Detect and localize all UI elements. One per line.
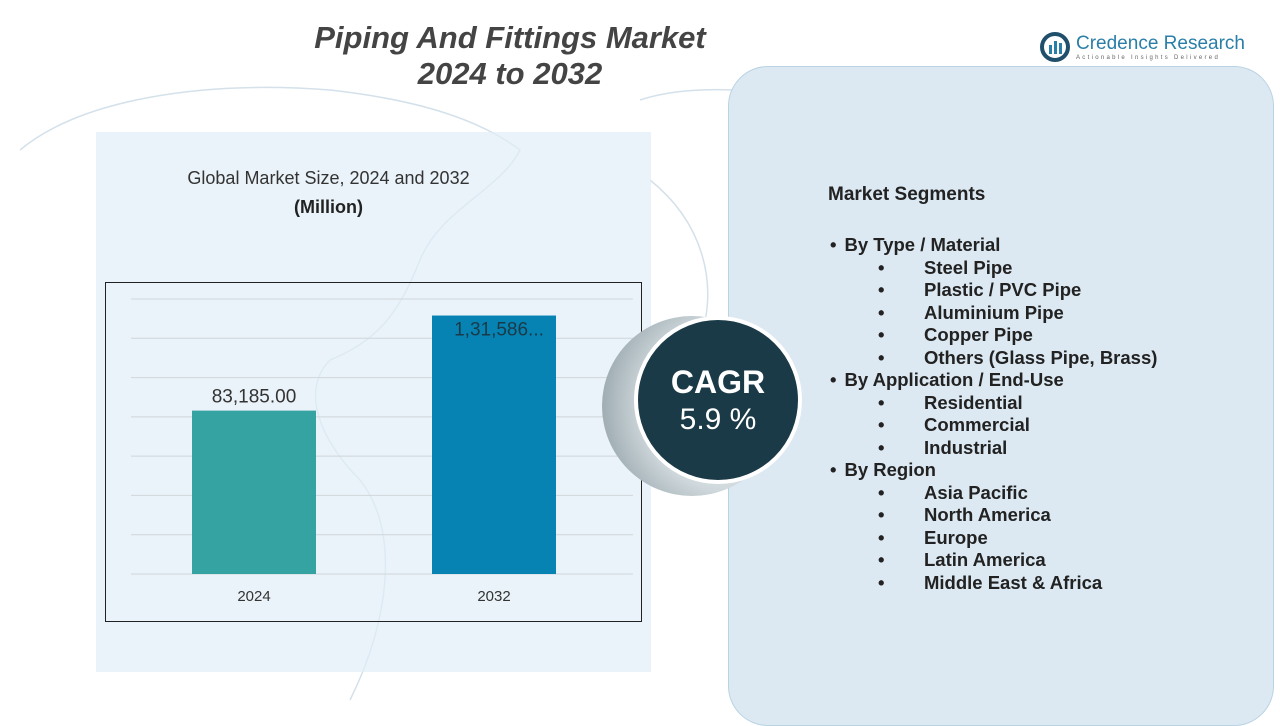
segment-item: Middle East & Africa — [830, 572, 1157, 595]
chart-panel — [96, 132, 651, 672]
logo-name: Credence Research — [1076, 33, 1245, 54]
x-tick-label: 2024 — [237, 588, 270, 605]
data-label: 1,31,586... — [454, 320, 544, 341]
title-line-2: 2024 to 2032 — [417, 56, 603, 91]
logo-icon — [1040, 32, 1070, 62]
cagr-value: 5.9 % — [679, 403, 757, 436]
segment-category: By Type / Material — [830, 234, 1157, 257]
segment-item: Others (Glass Pipe, Brass) — [830, 347, 1157, 370]
data-label: 83,185.00 — [212, 387, 297, 408]
segment-item: Aluminium Pipe — [830, 302, 1157, 325]
cagr-label: CAGR — [670, 364, 766, 400]
chart-unit: (Million) — [294, 197, 363, 217]
segment-item: Asia Pacific — [830, 482, 1157, 505]
segment-item: Plastic / PVC Pipe — [830, 279, 1157, 302]
cagr-badge: CAGR 5.9 % — [634, 316, 802, 484]
segment-category: By Application / End-Use — [830, 369, 1157, 392]
segments-title: Market Segments — [828, 184, 986, 205]
bar-chart-svg: 83,185.00 2024 1,31,586... 2032 — [131, 298, 633, 605]
segment-category: By Region — [830, 459, 1157, 482]
segments-list: By Type / MaterialSteel PipePlastic / PV… — [830, 234, 1157, 594]
segment-item: North America — [830, 504, 1157, 527]
segment-item: Latin America — [830, 549, 1157, 572]
bar-2024 — [192, 410, 316, 574]
segment-item: Industrial — [830, 437, 1157, 460]
credence-research-logo: Credence Research Actionable Insights De… — [1040, 32, 1245, 62]
chart-subtitle: Global Market Size, 2024 and 2032 — [187, 168, 470, 188]
segment-item: Europe — [830, 527, 1157, 550]
segment-item: Residential — [830, 392, 1157, 415]
segment-item: Commercial — [830, 414, 1157, 437]
title-line-1: Piping And Fittings Market — [314, 20, 706, 55]
segment-item: Steel Pipe — [830, 257, 1157, 280]
bar-chart: 83,185.00 2024 1,31,586... 2032 — [105, 282, 642, 622]
page-title: Piping And Fittings Market 2024 to 2032 — [260, 20, 760, 92]
bar-2032 — [432, 315, 556, 574]
x-tick-label: 2032 — [477, 588, 510, 605]
segment-item: Copper Pipe — [830, 324, 1157, 347]
logo-tagline: Actionable Insights Delivered — [1076, 55, 1221, 61]
